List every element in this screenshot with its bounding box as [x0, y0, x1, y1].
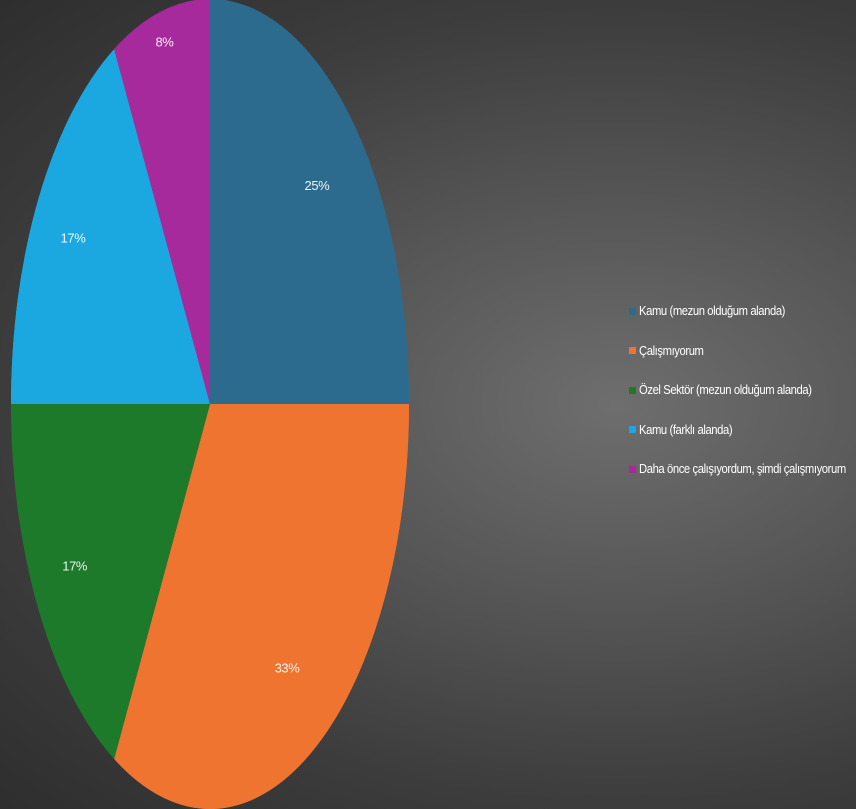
- pie-data-labels: 25% 33% 17% 17% 8%: [61, 35, 331, 676]
- pie-slice-4[interactable]: [11, 49, 210, 404]
- pie-slice-2[interactable]: [114, 404, 409, 809]
- pie-data-label-1: 25%: [305, 178, 331, 193]
- legend-swatch-3: [629, 386, 636, 394]
- legend-item-3: Özel Sektör (mezun olduğum alanda): [629, 381, 856, 399]
- legend-swatch-2: [629, 347, 636, 354]
- pie-slices: [11, 0, 409, 809]
- legend-label-5: Daha önce çalışıyordum, şimdi çalışmıyor…: [639, 462, 846, 476]
- legend-item-2: Çalışmıyorum: [629, 342, 856, 360]
- legend-swatch-4: [629, 426, 636, 433]
- legend-item-4: Kamu (farklı alanda): [629, 421, 856, 439]
- pie-slice-3[interactable]: [11, 404, 210, 759]
- legend-label-2: Çalışmıyorum: [639, 343, 704, 358]
- pie-data-label-5: 8%: [155, 35, 174, 50]
- legend-label-1: Kamu (mezun olduğum alanda): [639, 304, 786, 318]
- legend-swatch-1: [629, 307, 636, 315]
- pie-data-label-2: 33%: [275, 660, 301, 675]
- legend-label-3: Özel Sektör (mezun olduğum alanda): [639, 383, 812, 397]
- pie-data-label-4: 17%: [61, 231, 87, 246]
- pie-slice-5[interactable]: [114, 0, 210, 404]
- legend: Kamu (mezun olduğum alanda) Çalışmıyorum Ö…: [629, 302, 856, 500]
- legend-item-1: Kamu (mezun olduğum alanda): [629, 302, 856, 320]
- legend-swatch-5: [629, 465, 636, 473]
- pie-slice-1[interactable]: [210, 0, 409, 404]
- pie-data-label-3: 17%: [62, 558, 88, 573]
- legend-label-4: Kamu (farklı alanda): [639, 422, 733, 437]
- legend-item-5: Daha önce çalışıyordum, şimdi çalışmıyor…: [629, 460, 856, 478]
